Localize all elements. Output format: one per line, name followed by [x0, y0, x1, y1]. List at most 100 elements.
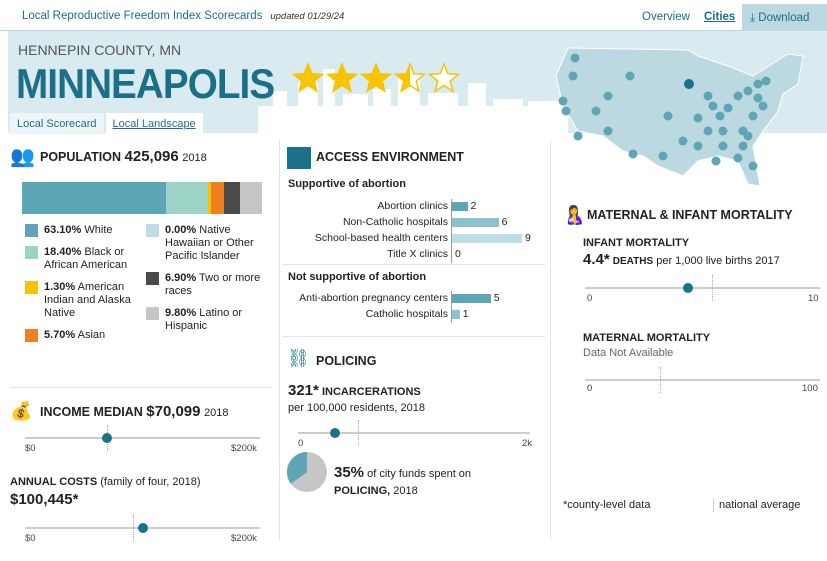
tick-label: 0: [587, 293, 593, 304]
city-name: MINNEAPOLIS: [16, 60, 275, 107]
legend-swatch: [25, 224, 38, 237]
money-icon: 💰: [10, 401, 33, 421]
bar-value: 5: [493, 292, 500, 304]
download-icon: ⤓: [750, 12, 759, 24]
nav-overview[interactable]: Overview: [642, 11, 690, 23]
city-dot: [748, 111, 758, 121]
city-dot: [733, 153, 743, 163]
tab-local-landscape[interactable]: Local Landscape: [105, 113, 203, 134]
bar-axis: [451, 199, 452, 263]
legend-swatch: [25, 281, 38, 294]
brand-link[interactable]: Local Reproductive Freedom Index Scoreca…: [22, 10, 263, 22]
city-dot: [558, 96, 568, 106]
mortality-title: MATERNAL & INFANT MORTALITY: [587, 208, 793, 222]
bar-label: Abortion clinics: [377, 200, 448, 212]
city-dot: [570, 53, 580, 63]
pie-policing-slice: [287, 452, 307, 484]
costs-title: ANNUAL COSTS (family of four, 2018): [10, 476, 201, 488]
city-dot: [761, 76, 771, 86]
bar-label: School-based health centers: [314, 232, 448, 244]
infant-value: 4.4* DEATHS per 1,000 live births 2017: [583, 251, 780, 268]
handcuffs-icon: ⛓: [287, 348, 310, 368]
national-average-legend: national average: [713, 499, 800, 512]
legend-swatch: [146, 224, 159, 237]
city-dot: [561, 106, 571, 116]
hospital-icon: [287, 147, 311, 169]
population-segment: [239, 182, 262, 214]
legend-item: 1.30% American Indian and Alaska Native: [25, 281, 141, 320]
divider: [283, 336, 545, 337]
population-segment: [207, 182, 211, 214]
city-dot: [723, 103, 733, 113]
legend-swatch: [146, 272, 159, 285]
nav-cities[interactable]: Cities: [704, 11, 736, 23]
city-dot: [758, 101, 768, 111]
city-dot: [738, 141, 748, 151]
tick-label: $0: [25, 443, 36, 454]
city-dot: [573, 131, 583, 141]
download-button[interactable]: ⤓ Download: [742, 4, 827, 31]
top-bar: [0, 0, 827, 31]
tick-label: 2k: [522, 438, 533, 449]
divider: [283, 264, 545, 265]
infant-slider: [585, 275, 820, 301]
county-note: *county-level data: [563, 499, 651, 511]
city-dot: [628, 149, 638, 159]
tick-label: 0: [587, 383, 593, 394]
tick-label: 100: [802, 383, 818, 394]
skyline-graphic: [258, 69, 568, 133]
city-dot: [715, 111, 725, 121]
income-marker: [102, 433, 113, 443]
population-bar: [22, 182, 262, 214]
city-dot: [708, 101, 718, 111]
star-icon: [359, 62, 393, 93]
population-segment: [165, 182, 208, 214]
city-dot: [718, 141, 728, 151]
city-dot: [753, 93, 763, 103]
incarcerations-sub: per 100,000 residents, 2018: [288, 402, 425, 414]
maternal-sub: Data Not Available: [583, 347, 674, 359]
incarcerations: 321* INCARCERATIONS: [288, 382, 421, 399]
infant-title: INFANT MORTALITY: [583, 237, 690, 249]
city-dot: [703, 126, 713, 136]
tick-label: $200k: [231, 533, 257, 544]
city-dot: [693, 141, 703, 151]
city-dot: [663, 111, 673, 121]
legend-item: 5.70% Asian: [25, 329, 141, 342]
bar-value: 2: [470, 200, 477, 212]
legend-swatch: [146, 307, 159, 320]
population-title: POPULATION 425,096 2018: [40, 148, 207, 165]
income-title: INCOME MEDIAN $70,099 2018: [40, 403, 229, 420]
star-icon: [427, 62, 461, 93]
city-dot: [753, 79, 763, 89]
city-dot: [603, 91, 613, 101]
star-icon: [292, 62, 325, 93]
population-icon: 👥: [10, 146, 35, 168]
city-dot: [603, 126, 613, 136]
population-segment: [223, 182, 240, 214]
tick-label: $0: [25, 533, 36, 544]
access-title: ACCESS ENVIRONMENT: [316, 150, 464, 164]
legend-item: 9.80% Latino or Hispanic: [146, 307, 272, 333]
city-dot: [625, 71, 635, 81]
city-dot: [743, 131, 753, 141]
funds-text: 35% of city funds spent on POLICING, 2018: [334, 464, 472, 497]
incarceration-slider: [298, 420, 530, 446]
legend-item: 6.90% Two or more races: [146, 272, 272, 298]
bar-label: Non-Catholic hospitals: [342, 216, 448, 228]
divider: [550, 140, 551, 540]
tick-label: 10: [808, 293, 819, 304]
city-dot: [678, 136, 688, 146]
bar-label: Title X clinics: [387, 248, 448, 260]
divider: [10, 387, 272, 388]
tick-label: $200k: [231, 443, 257, 454]
city-dot: [693, 113, 703, 123]
legend-item: 63.10% White: [25, 224, 141, 237]
tab-local-scorecard[interactable]: Local Scorecard: [10, 113, 104, 134]
mother-baby-icon: 🤱: [563, 205, 586, 225]
county-name: HENNEPIN COUNTY, MN: [18, 42, 182, 58]
star-rating: [292, 62, 461, 93]
bar-axis: [451, 291, 452, 323]
bar: [452, 294, 491, 303]
bar: [452, 234, 522, 243]
